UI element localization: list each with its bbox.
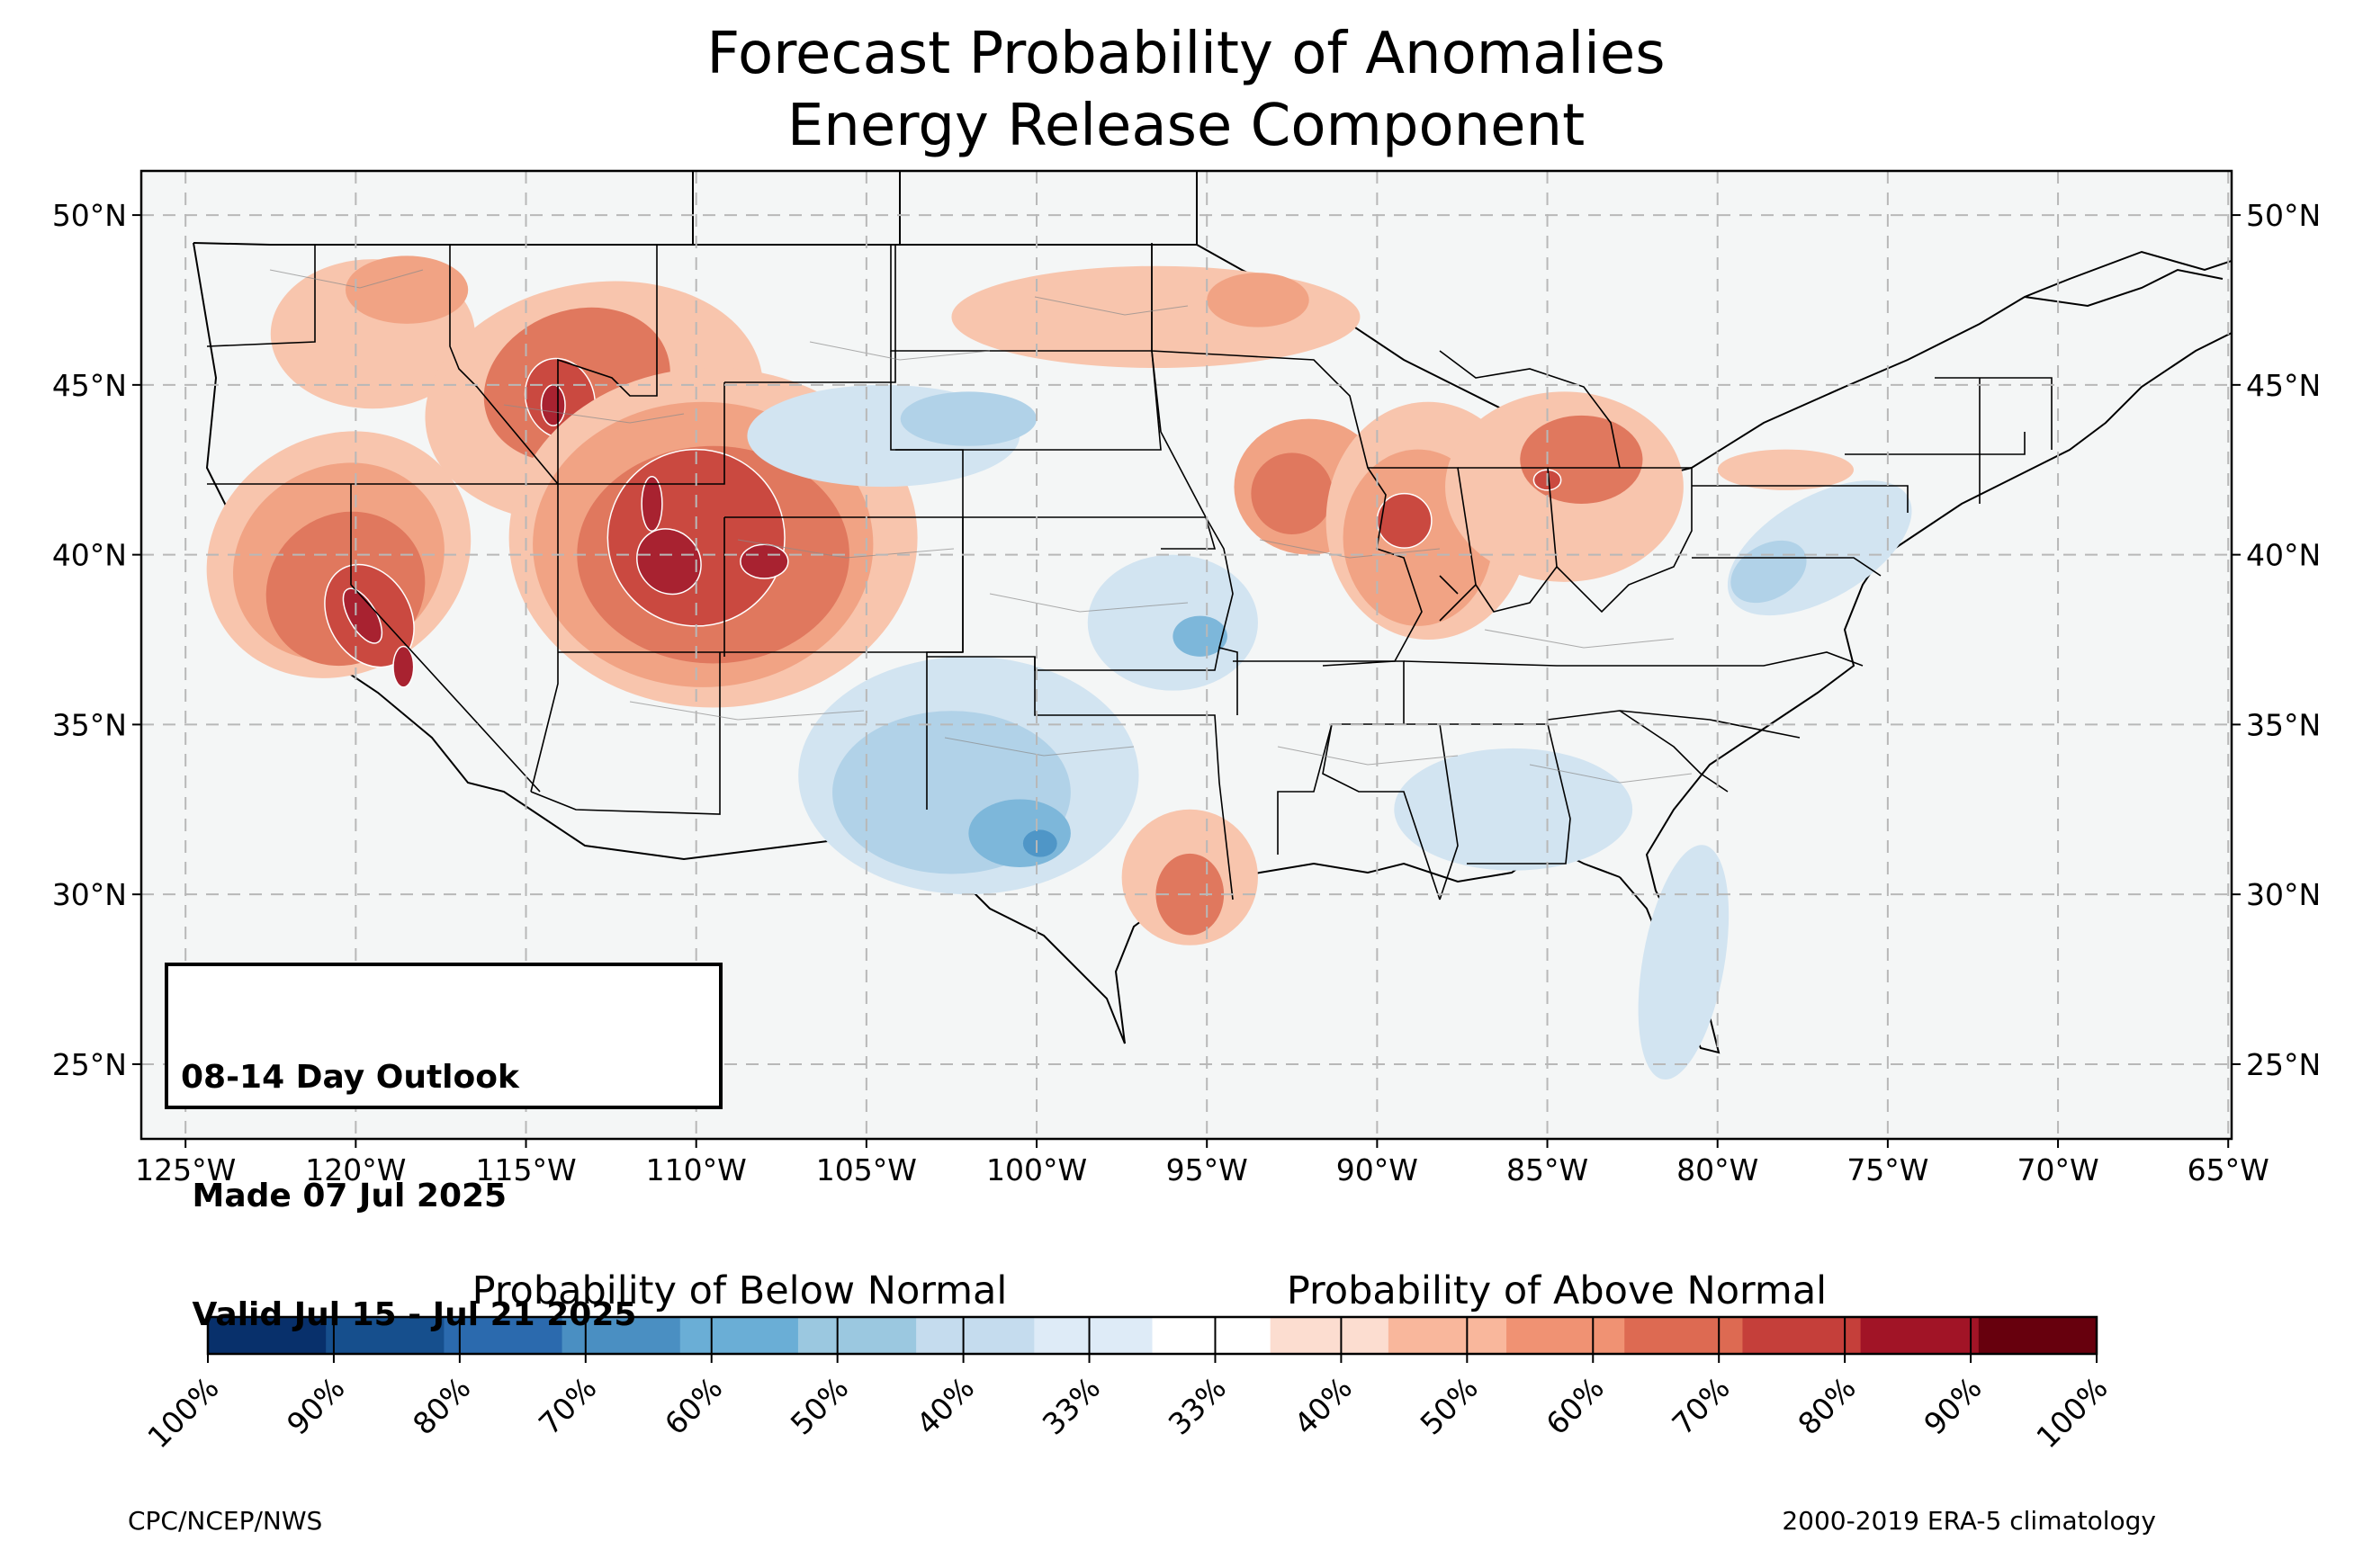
colorbar-swatch: [797, 1317, 917, 1354]
colorbar-swatch: [1742, 1317, 1862, 1354]
longitude-labels: 125°W 120°W 115°W 110°W 105°W 100°W 95°W 90°W 85…: [135, 1139, 2269, 1187]
lon-label: 85°W: [1506, 1152, 1588, 1187]
outlook-info-box: 08-14 Day Outlook Made 07 Jul 2025 Valid…: [165, 963, 723, 1333]
lat-label-right: 50°N: [2246, 198, 2321, 233]
lat-label-right: 35°N: [2246, 707, 2321, 742]
colorbar-tick-label: 100%: [2029, 1370, 2114, 1455]
colorbar-tick-label: 90%: [1917, 1370, 1988, 1441]
lon-label: 65°W: [2188, 1152, 2269, 1187]
credit-climatology: 2000-2019 ERA-5 climatology: [1782, 1506, 2156, 1536]
colorbar-tick-label: 40%: [910, 1370, 981, 1441]
above-normal-region: [951, 265, 1361, 368]
map-panel: [139, 169, 2233, 1141]
colorbar-swatch: [679, 1317, 799, 1354]
minor-boundaries: [269, 269, 1693, 784]
above-normal-region: [1520, 415, 1643, 504]
colorbar-swatches: [208, 1317, 2098, 1354]
colorbar-swatch: [208, 1317, 327, 1354]
lon-label: 105°W: [816, 1152, 917, 1187]
colorbar-tick-label: 70%: [1665, 1370, 1736, 1441]
outlook-valid-range: Valid Jul 15 - Jul 21 2025: [181, 1296, 637, 1333]
lon-label: 100°W: [986, 1152, 1087, 1187]
colorbar-tick-label: 50%: [784, 1370, 855, 1441]
colorbar-above-title: Probability of Above Normal: [1287, 1268, 1827, 1313]
above-normal-region: [392, 645, 415, 688]
lon-label: 90°W: [1336, 1152, 1418, 1187]
colorbar-swatch: [1152, 1317, 1271, 1354]
colorbar-tick-label: 70%: [532, 1370, 603, 1441]
lon-label: 115°W: [475, 1152, 576, 1187]
lat-label-left: 40°N: [52, 538, 127, 573]
above-normal-region: [641, 476, 663, 532]
lat-label-right: 45°N: [2246, 368, 2321, 403]
lon-label: 80°W: [1676, 1152, 1758, 1187]
colorbar-tick-label: 40%: [1288, 1370, 1359, 1441]
colorbar-tick-label: 60%: [658, 1370, 729, 1441]
lat-label-right: 40°N: [2246, 538, 2321, 573]
above-normal-region: [342, 587, 383, 644]
lat-label-left: 35°N: [52, 707, 127, 742]
credit-source: CPC/NCEP/NWS: [128, 1506, 323, 1536]
latitude-labels-left: 50°N 45°N 40°N 35°N 30°N 25°N: [52, 198, 141, 1082]
above-normal-region: [1207, 273, 1309, 327]
chart-title-line-2: Energy Release Component: [786, 93, 1586, 159]
below-normal-region: [1087, 554, 1258, 691]
above-normal-region: [636, 528, 702, 596]
lon-label: 70°W: [2017, 1152, 2098, 1187]
colorbar-swatch: [1860, 1317, 1980, 1354]
colorbar-swatch: [1388, 1317, 1507, 1354]
lon-label: 95°W: [1166, 1152, 1248, 1187]
colorbar-tick-label: 80%: [1791, 1370, 1862, 1441]
below-normal-region: [1638, 845, 1730, 1080]
map-frame: [139, 169, 2233, 1141]
colorbar-swatch: [1034, 1317, 1153, 1354]
colorbar-swatch: [562, 1317, 681, 1354]
colorbar-tick-label: 60%: [1539, 1370, 1610, 1441]
above-normal-region: [1251, 452, 1334, 534]
below-normal-region: [1730, 540, 1807, 604]
lon-label: 75°W: [1846, 1152, 1928, 1187]
colorbar-swatch: [1270, 1317, 1389, 1354]
colorbar-tick-label: 90%: [280, 1370, 351, 1441]
lat-label-right: 30°N: [2246, 877, 2321, 912]
above-normal-region: [740, 543, 789, 579]
lat-label-left: 25°N: [52, 1047, 127, 1082]
lon-label: 120°W: [305, 1152, 406, 1187]
colorbar-tick-label: 33%: [1162, 1370, 1233, 1441]
probability-shading: [206, 255, 1912, 1080]
above-normal-region: [1717, 449, 1855, 490]
chart-title-line-1: Forecast Probability of Anomalies: [706, 21, 1666, 87]
lat-label-right: 25°N: [2246, 1047, 2321, 1082]
above-normal-region: [346, 255, 469, 324]
latitude-labels-right: 50°N 45°N 40°N 35°N 30°N 25°N: [2232, 198, 2321, 1082]
colorbar-tick-label: 100%: [140, 1370, 225, 1455]
colorbar-swatch: [1978, 1317, 2098, 1354]
outlook-period: 08-14 Day Outlook: [181, 1059, 519, 1096]
colorbar-swatch: [916, 1317, 1035, 1354]
colorbar-tick-label: 33%: [1036, 1370, 1107, 1441]
lon-label: 125°W: [135, 1152, 236, 1187]
colorbar-tick-label: 80%: [406, 1370, 477, 1441]
colorbar-below-title: Probability of Below Normal: [472, 1268, 1008, 1313]
colorbar-swatch: [326, 1317, 445, 1354]
colorbar-swatch: [1624, 1317, 1743, 1354]
below-normal-region: [1022, 829, 1057, 857]
colorbar-swatch: [1506, 1317, 1625, 1354]
below-normal-region: [968, 799, 1071, 867]
lat-label-left: 30°N: [52, 877, 127, 912]
lat-label-left: 50°N: [52, 198, 127, 233]
above-normal-region: [540, 384, 566, 426]
below-normal-region: [1394, 748, 1633, 871]
below-normal-region: [1173, 615, 1227, 657]
colorbar-tick-label: 50%: [1414, 1370, 1485, 1441]
below-normal-region: [900, 391, 1038, 446]
lat-label-left: 45°N: [52, 368, 127, 403]
outlook-made-date: Made 07 Jul 2025: [181, 1178, 508, 1214]
colorbar-swatch: [444, 1317, 563, 1354]
lon-label: 110°W: [646, 1152, 747, 1187]
